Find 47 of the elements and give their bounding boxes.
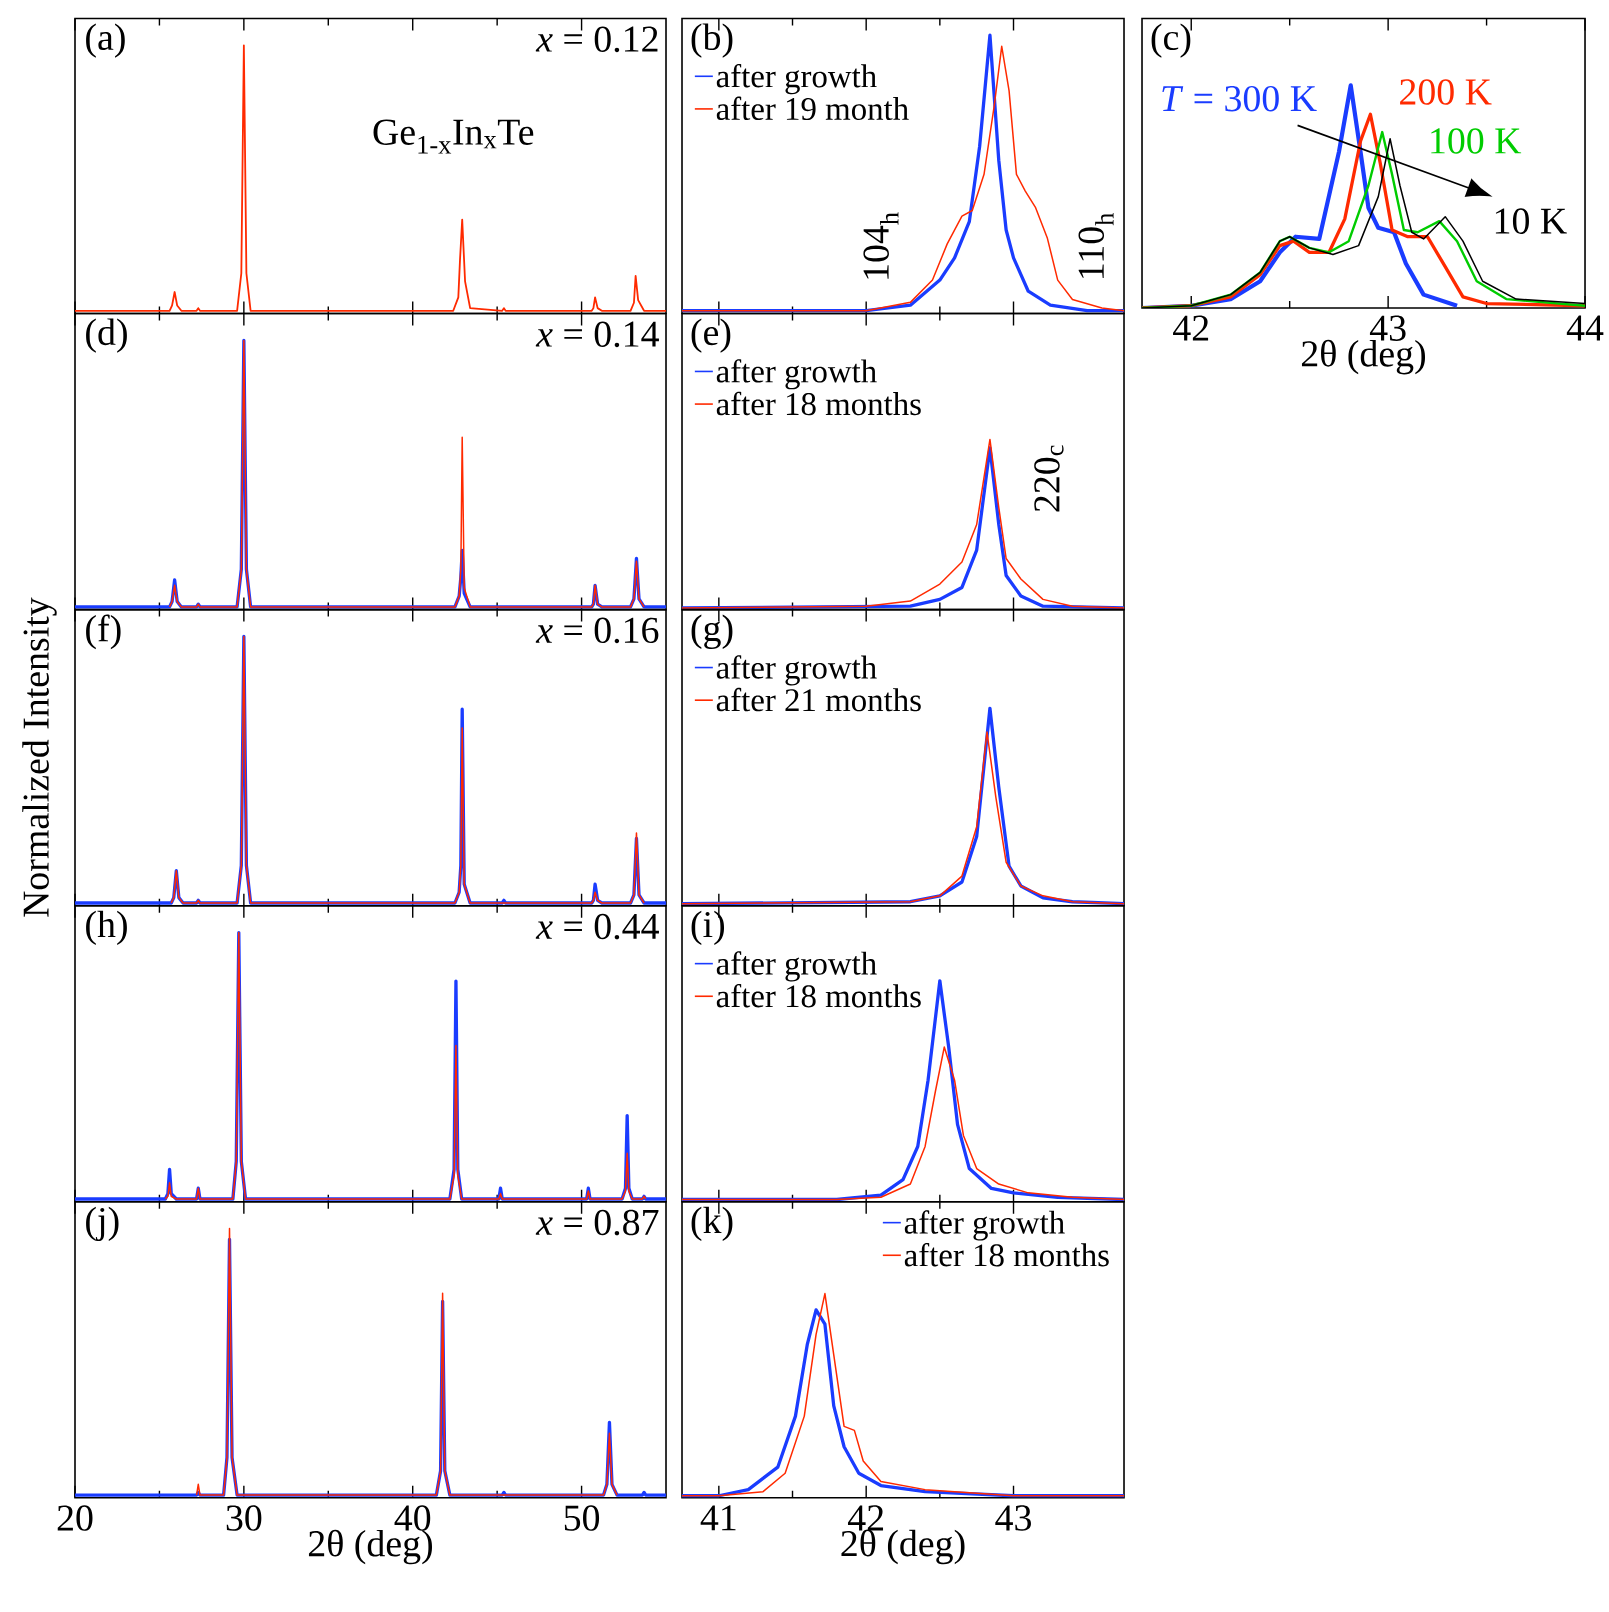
- annotation: x = 0.12: [535, 26, 658, 53]
- legend-label: after 18 months: [904, 1242, 1109, 1267]
- text: (i): [691, 910, 725, 946]
- legend-label: after growth: [716, 951, 877, 982]
- x-tick-label: 50: [564, 1505, 600, 1531]
- x-tick-label: 30: [226, 1505, 262, 1531]
- annotation: x = 0.16: [535, 617, 659, 644]
- annotation: (b): [691, 23, 733, 58]
- series-label: 100 K: [1431, 128, 1522, 154]
- x-tick-label: 40: [394, 1505, 431, 1531]
- x-axis-title: 2θ (deg): [1301, 339, 1426, 375]
- x-axis-title: 2θ (deg): [308, 1529, 432, 1565]
- text: (k): [691, 1206, 733, 1242]
- x-tick-label: 43: [1369, 315, 1406, 341]
- legend-label: after growth: [716, 359, 877, 390]
- legend-label: 10 K: [1495, 208, 1567, 234]
- text: (c): [1151, 23, 1191, 58]
- x-tick-label: 44: [1566, 315, 1604, 341]
- series-label: 200 K: [1400, 79, 1492, 105]
- annotation: x = 0.87: [535, 1209, 659, 1236]
- legend-label: after 18 months: [716, 391, 921, 416]
- annotation: x = 0.44: [535, 913, 659, 940]
- annotation: x = 0.14: [535, 321, 659, 348]
- legend-label: after growth: [716, 655, 877, 686]
- annotation: 110$_{h}$: [1078, 212, 1114, 278]
- x-tick-label: 42: [1173, 315, 1209, 341]
- x-tick-label: 20: [57, 1505, 93, 1531]
- annotation: (f): [86, 614, 121, 650]
- legend-label: after growth: [904, 1210, 1065, 1241]
- x-tick-label: 43: [995, 1505, 1031, 1531]
- x-tick-label: 41: [700, 1505, 736, 1531]
- legend-label: after 18 months: [716, 983, 921, 1008]
- legend-label: after 21 months: [716, 687, 921, 712]
- annotation: (j): [86, 1206, 119, 1242]
- text: (g): [691, 614, 733, 650]
- annotation: (d): [86, 318, 127, 353]
- annotation: (a): [86, 23, 125, 58]
- annotation: (h): [86, 910, 127, 946]
- legend-label: after 19 month: [716, 96, 909, 121]
- legend-label: after growth: [716, 63, 877, 95]
- text: (e): [691, 318, 731, 353]
- annotation: 220$_{c}$: [1034, 445, 1064, 512]
- x-tick-label: 42: [847, 1505, 884, 1531]
- series-label: T = 300 K: [1162, 85, 1317, 112]
- annotation: Ge$_{1-x}$In$_{x}$Te: [373, 119, 534, 154]
- annotation: 104$_{h}$: [863, 212, 899, 279]
- y-axis-title: Normalized Intensity: [22, 597, 57, 917]
